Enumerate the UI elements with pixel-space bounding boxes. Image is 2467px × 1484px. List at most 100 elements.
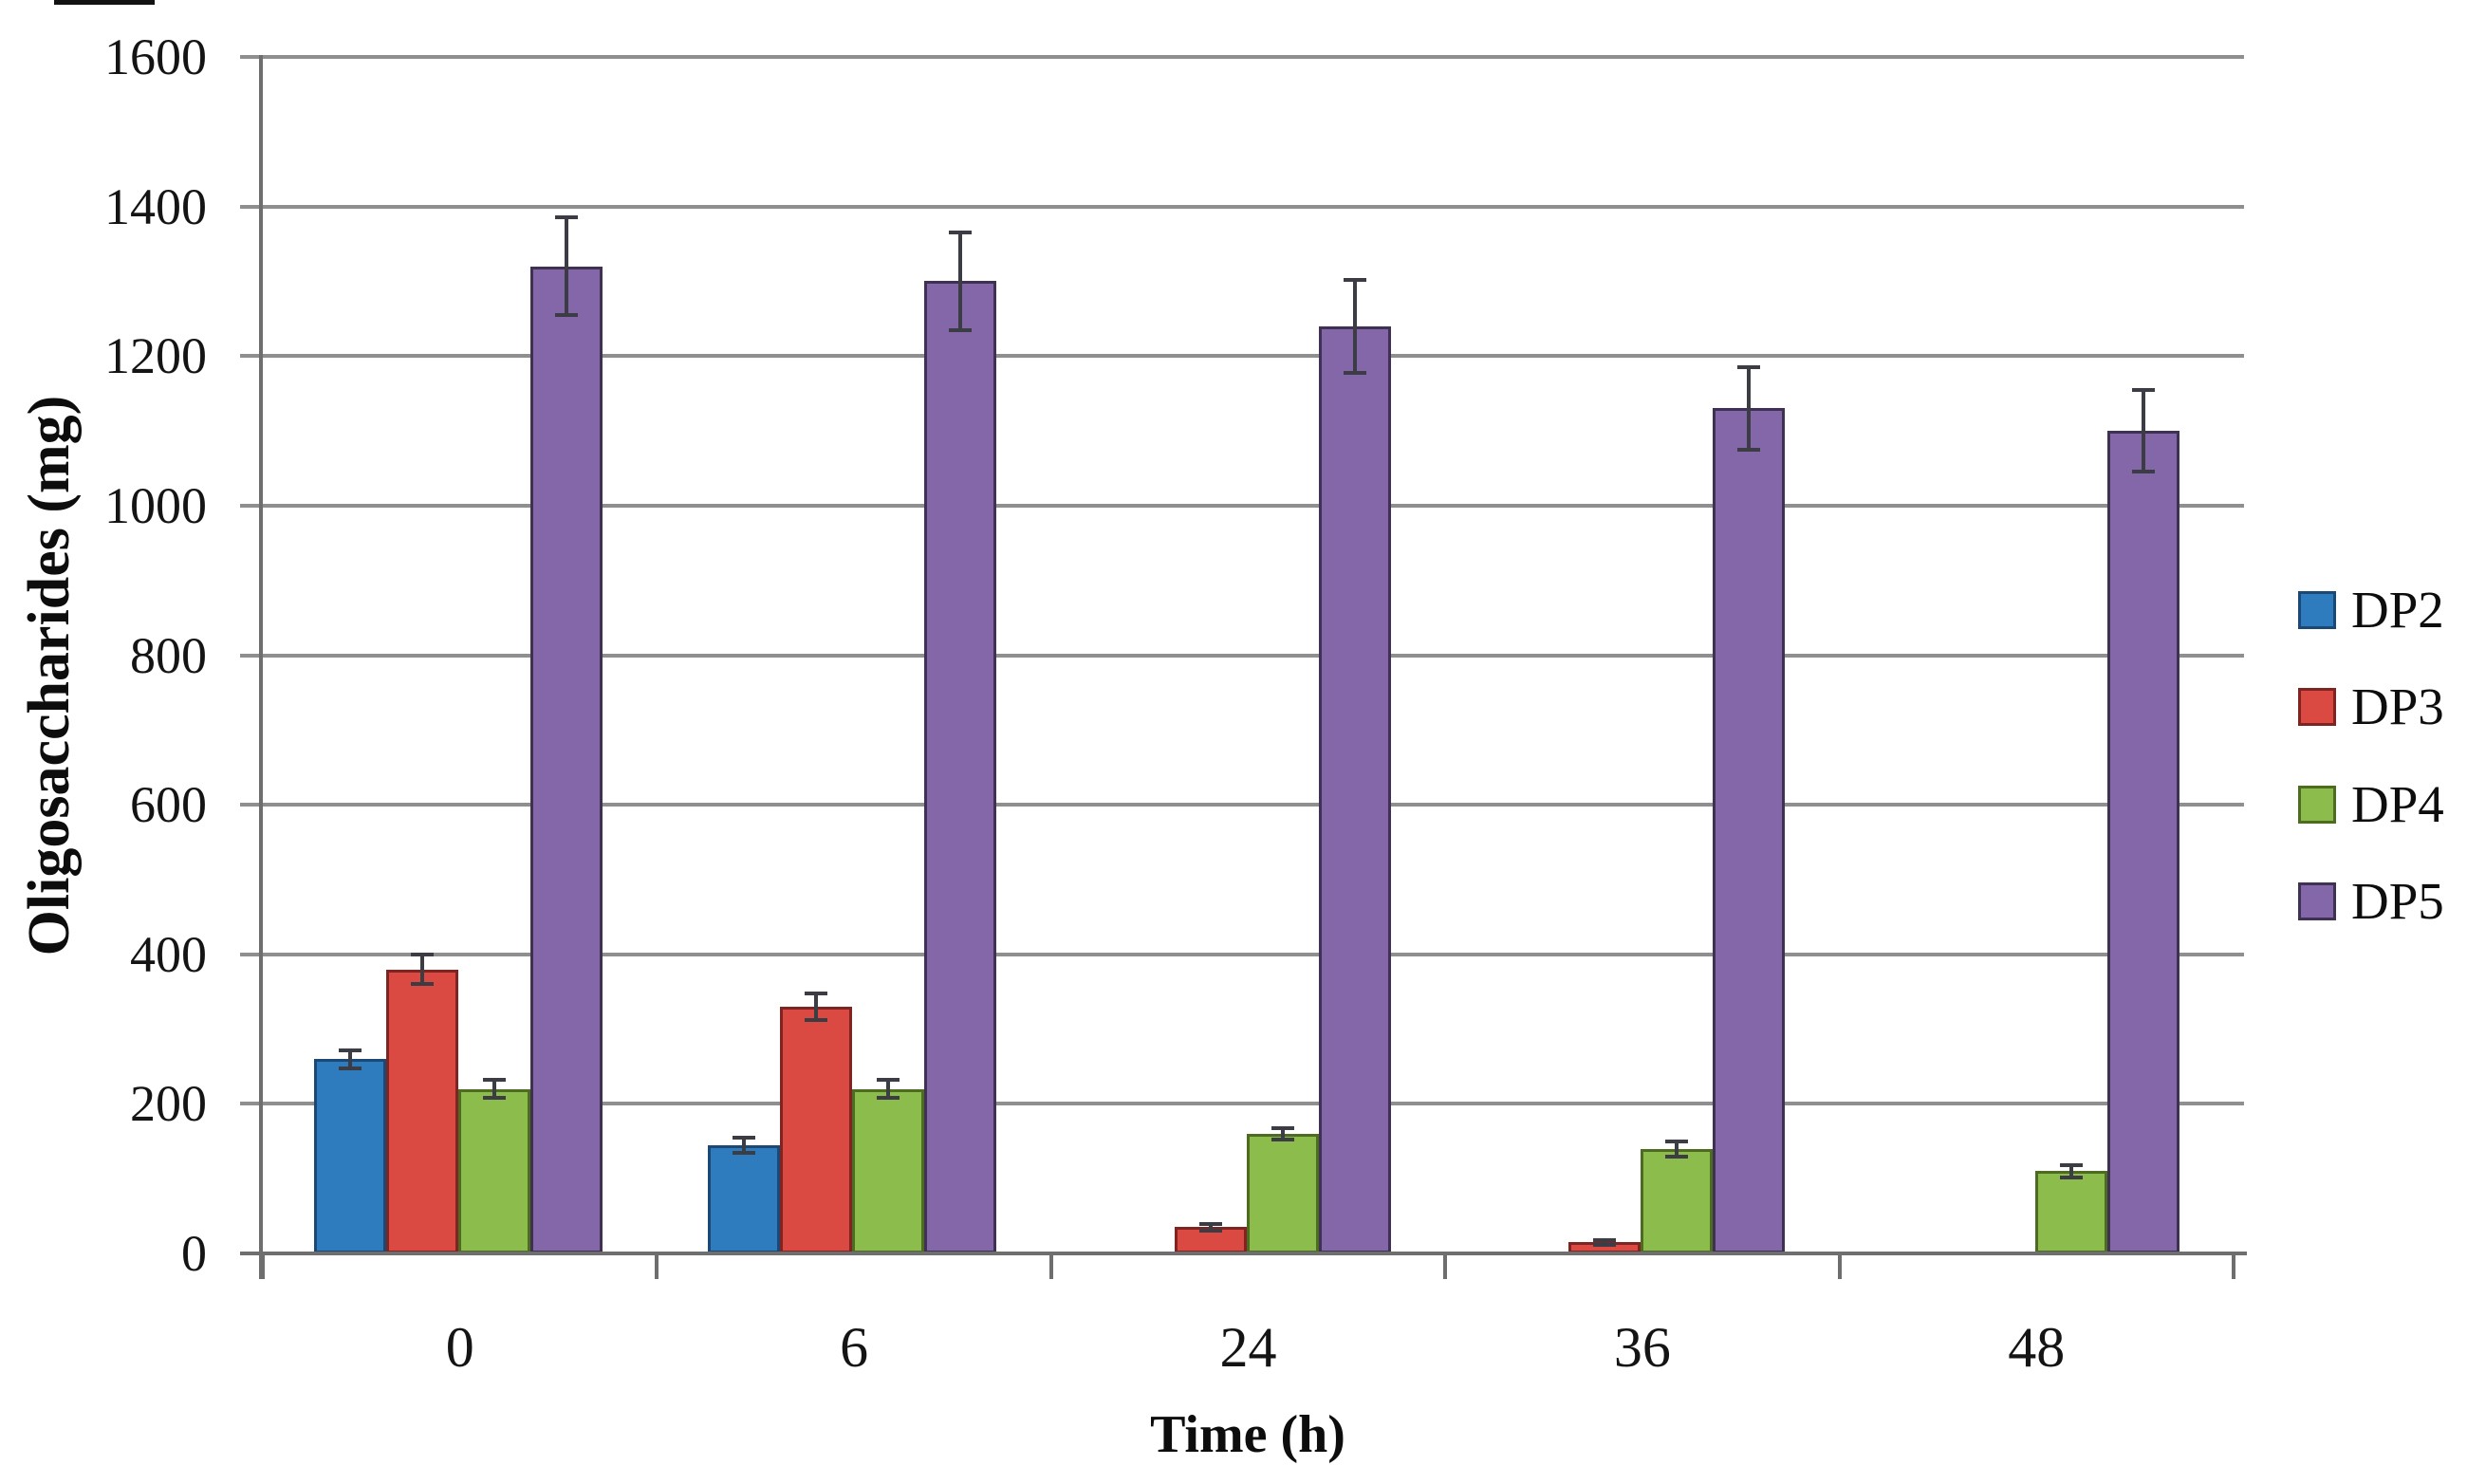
y-gridline-200 [240, 1102, 2244, 1106]
error-bar-dp2-t0 [348, 1049, 352, 1068]
y-gridline-400 [240, 952, 2244, 956]
legend-label-dp3: DP3 [2351, 677, 2444, 736]
bar-dp3-t0 [386, 969, 458, 1253]
bar-dp3-t6 [780, 1006, 853, 1253]
y-tick-label-200: 200 [130, 1075, 207, 1133]
y-tick-label-400: 400 [130, 925, 207, 983]
x-category-label-36: 36 [1613, 1316, 1671, 1379]
error-cap-high-dp4-t0 [483, 1078, 506, 1083]
error-cap-high-dp2-t0 [339, 1048, 362, 1052]
bar-dp4-t0 [458, 1088, 530, 1253]
bar-dp5-t36 [1713, 408, 1786, 1253]
y-axis-line [259, 55, 263, 1279]
y-gridline-800 [240, 653, 2244, 658]
error-cap-high-dp4-t36 [1665, 1139, 1689, 1143]
error-cap-low-dp5-t0 [555, 312, 578, 317]
y-gridline-1000 [240, 503, 2244, 508]
error-cap-low-dp5-t6 [949, 327, 973, 332]
y-gridline-1200 [240, 354, 2244, 359]
error-bar-dp4-t36 [1675, 1141, 1679, 1157]
error-cap-low-dp3-t0 [411, 982, 434, 987]
error-cap-high-dp5-t48 [2131, 387, 2155, 392]
legend-label-dp5: DP5 [2351, 872, 2444, 931]
bar-dp5-t0 [530, 266, 603, 1253]
x-category-label-48: 48 [2008, 1316, 2066, 1379]
y-tick-label-1000: 1000 [104, 476, 207, 534]
bar-dp5-t48 [2106, 431, 2179, 1253]
y-gridline-1400 [240, 204, 2244, 209]
x-category-label-0: 0 [445, 1316, 474, 1379]
bar-dp2-t6 [708, 1144, 781, 1253]
bar-dp5-t24 [1318, 325, 1391, 1253]
y-tick-label-800: 800 [130, 626, 207, 684]
error-cap-low-dp2-t6 [733, 1150, 756, 1155]
error-cap-low-dp4-t0 [483, 1096, 506, 1101]
y-gridline-600 [240, 803, 2244, 807]
error-bar-dp4-t6 [886, 1080, 891, 1099]
error-cap-high-dp3-t36 [1593, 1237, 1617, 1242]
x-axis-title: Time (h) [1150, 1405, 1345, 1464]
bar-dp2-t0 [314, 1059, 386, 1253]
error-cap-low-dp5-t24 [1343, 370, 1366, 375]
bar-dp4-t48 [2034, 1171, 2107, 1253]
error-bar-dp4-t24 [1280, 1127, 1285, 1141]
x-axis-tick-3 [1443, 1253, 1448, 1279]
error-bar-dp5-t0 [565, 217, 568, 315]
error-cap-low-dp4-t48 [2059, 1175, 2083, 1179]
error-cap-high-dp3-t24 [1198, 1222, 1222, 1227]
x-category-label-24: 24 [1219, 1316, 1277, 1379]
error-cap-low-dp2-t0 [339, 1066, 362, 1070]
error-cap-low-dp4-t24 [1271, 1138, 1294, 1142]
legend-swatch-dp5-icon [2298, 882, 2336, 921]
error-cap-high-dp5-t36 [1737, 365, 1761, 370]
error-bar-dp5-t48 [2141, 389, 2145, 473]
error-bar-dp3-t0 [420, 954, 424, 985]
legend-swatch-dp2-icon [2298, 591, 2336, 629]
error-cap-low-dp3-t24 [1198, 1228, 1222, 1233]
x-axis-tick-end [2232, 1253, 2235, 1279]
cropped-text-artifact [54, 0, 155, 5]
error-cap-high-dp3-t0 [411, 952, 434, 956]
y-tick-label-1200: 1200 [104, 327, 207, 385]
x-axis-tick-2 [1048, 1253, 1053, 1279]
error-bar-dp5-t6 [958, 232, 963, 330]
error-cap-low-dp5-t48 [2131, 470, 2155, 474]
error-cap-low-dp4-t36 [1665, 1154, 1689, 1159]
y-gridline-1600 [240, 55, 2244, 59]
x-category-label-6: 6 [840, 1316, 869, 1379]
legend-label-dp4: DP4 [2351, 774, 2444, 833]
error-cap-low-dp3-t6 [805, 1018, 828, 1023]
error-cap-high-dp5-t6 [949, 231, 973, 235]
error-cap-high-dp3-t6 [805, 991, 828, 995]
bar-dp4-t24 [1246, 1133, 1319, 1253]
y-tick-label-1400: 1400 [104, 177, 207, 235]
error-cap-low-dp5-t36 [1737, 447, 1761, 452]
y-tick-label-0: 0 [181, 1225, 207, 1282]
error-bar-dp3-t36 [1603, 1239, 1607, 1245]
x-axis-tick-1 [655, 1253, 659, 1279]
x-axis-tick-4 [1837, 1253, 1842, 1279]
error-bar-dp3-t6 [814, 992, 819, 1021]
bar-dp4-t6 [852, 1088, 925, 1253]
bar-dp4-t36 [1641, 1148, 1714, 1253]
y-tick-label-600: 600 [130, 776, 207, 834]
legend-swatch-dp4-icon [2298, 785, 2336, 824]
y-tick-label-1600: 1600 [104, 28, 207, 85]
error-bar-dp3-t24 [1208, 1224, 1213, 1231]
error-cap-high-dp4-t48 [2059, 1163, 2083, 1167]
y-axis-title: Oligosaccharides (mg) [17, 395, 82, 956]
x-axis-line [240, 1252, 2247, 1255]
error-bar-dp5-t36 [1747, 367, 1752, 450]
bar-dp5-t6 [924, 281, 997, 1253]
error-bar-dp5-t24 [1352, 279, 1357, 373]
error-bar-dp4-t48 [2068, 1165, 2073, 1178]
error-cap-low-dp4-t6 [877, 1096, 900, 1101]
error-cap-low-dp3-t36 [1593, 1242, 1617, 1247]
error-cap-high-dp4-t6 [877, 1078, 900, 1083]
error-cap-high-dp4-t24 [1271, 1125, 1294, 1130]
error-bar-dp2-t6 [742, 1137, 747, 1153]
error-cap-high-dp5-t24 [1343, 277, 1366, 282]
legend-swatch-dp3-icon [2298, 688, 2336, 727]
error-cap-high-dp5-t0 [555, 215, 578, 220]
